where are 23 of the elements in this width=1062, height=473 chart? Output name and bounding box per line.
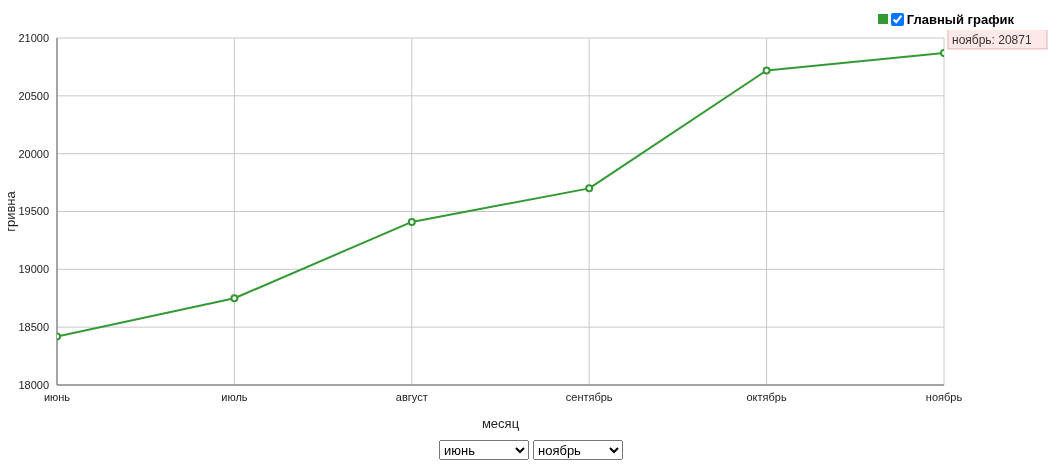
y-tick-label: 19000 — [18, 263, 49, 276]
point — [585, 184, 594, 193]
x-tick-label: июль — [221, 390, 248, 403]
y-tick-label: 21000 — [18, 31, 49, 44]
y-tick-label: 18000 — [18, 378, 49, 391]
annotation: ноябрь: 20871 — [952, 32, 1032, 47]
x-axis-title: месяц — [481, 416, 520, 431]
y-axis-title: гривна — [2, 190, 18, 232]
point — [762, 66, 771, 75]
month-select: ноябрь — [533, 440, 623, 460]
point — [230, 294, 239, 303]
y-tick-label: 18500 — [18, 321, 49, 334]
x-tick-label: ноябрь — [925, 390, 963, 403]
legend-label: Главный график — [905, 11, 1014, 27]
x-tick-label: сентябрь — [565, 390, 613, 403]
point — [407, 217, 416, 226]
x-tick-label: август — [395, 390, 428, 403]
x-tick-label: октябрь — [746, 390, 787, 403]
y-tick-label: 20000 — [18, 147, 49, 160]
month-select: июнь — [439, 440, 529, 460]
y-tick-label: 20500 — [18, 89, 49, 102]
y-tick-label: 19500 — [18, 205, 49, 218]
x-tick-label: июнь — [43, 390, 71, 403]
